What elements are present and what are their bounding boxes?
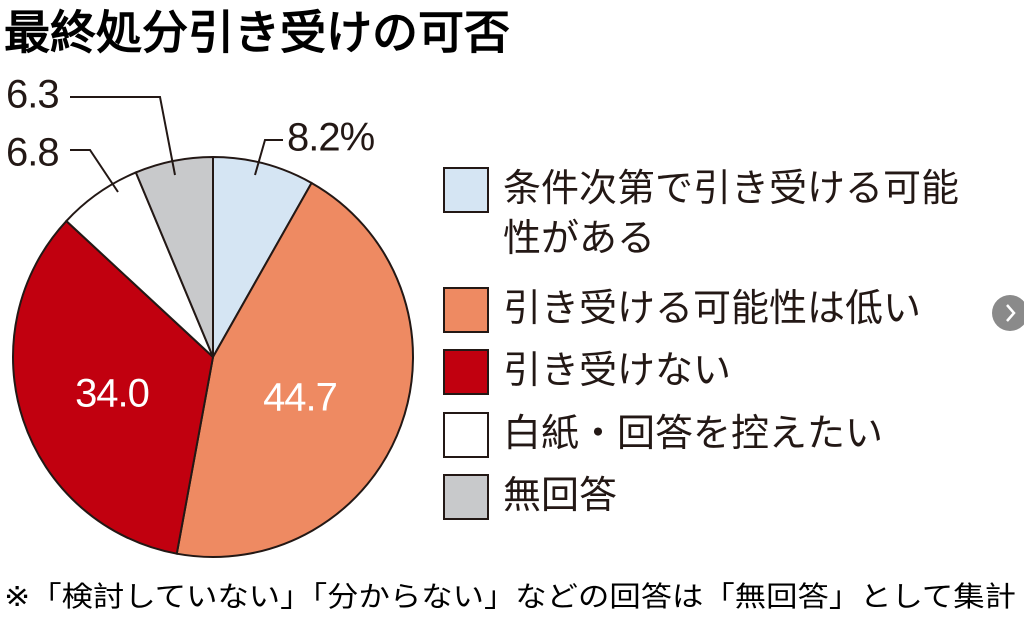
next-button-bg[interactable] <box>992 295 1024 331</box>
value-label: 6.3 <box>6 73 59 117</box>
legend-swatch <box>443 287 489 333</box>
pie-slice <box>212 155 313 361</box>
footnote: ※「検討していない」「分からない」などの回答は「無回答」として集計 <box>4 580 1016 613</box>
leader-line <box>70 149 119 193</box>
legend-swatch <box>443 474 489 520</box>
legend-item: 条件次第で引き受ける可能性がある <box>443 163 993 263</box>
leader-line <box>70 96 176 176</box>
legend-item: 無回答 <box>443 470 1003 520</box>
next-button[interactable] <box>992 295 1024 331</box>
pie-slice <box>175 181 414 558</box>
legend-label: 無回答 <box>503 473 618 517</box>
legend-label: 引き受けない <box>503 348 732 392</box>
leader-line <box>254 139 283 176</box>
legend-swatch <box>443 412 489 458</box>
legend-swatch <box>443 349 489 395</box>
legend-label: 白紙・回答を控えたい <box>503 411 884 455</box>
value-label: 8.2% <box>287 116 375 160</box>
legend-label: 引き受ける可能性は低い <box>503 286 922 330</box>
legend-item: 引き受けない <box>443 345 1003 395</box>
pie-slice <box>12 219 215 555</box>
value-label: 6.8 <box>6 131 59 175</box>
pie-slice <box>134 155 214 358</box>
legend-swatch <box>443 167 489 213</box>
chart-title: 最終処分引き受けの可否 <box>4 6 510 60</box>
legend-item: 引き受ける可能性は低い <box>443 283 1003 333</box>
value-label: 44.7 <box>263 376 337 420</box>
chevron-icon[interactable] <box>1006 304 1016 322</box>
value-label: 34.0 <box>75 372 149 416</box>
legend-item: 白紙・回答を控えたい <box>443 408 1003 458</box>
legend-label: 条件次第で引き受ける可能性がある <box>503 166 960 260</box>
